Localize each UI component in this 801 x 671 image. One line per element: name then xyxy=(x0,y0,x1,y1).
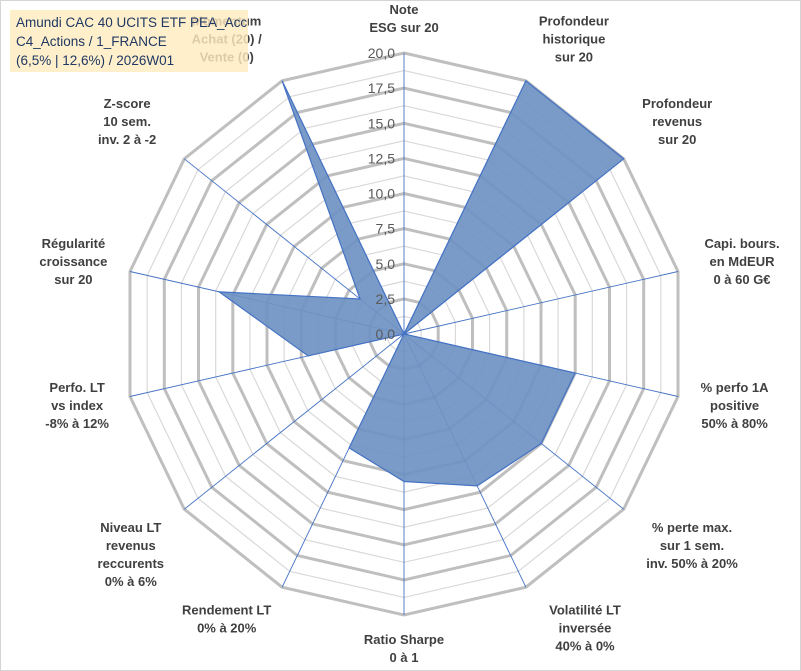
axis-label: Profondeur revenus sur 20 xyxy=(642,96,712,147)
axis-label: Note ESG sur 20 xyxy=(369,2,438,35)
tick-label: 20,0 xyxy=(368,45,395,61)
axis-label-line: 10 sem. xyxy=(103,114,151,129)
tick-label: 17,5 xyxy=(368,80,395,96)
axis-label-line: Niveau LT xyxy=(100,520,161,535)
axis-label: Volatilité LT inversée 40% à 0% xyxy=(549,603,621,654)
axis-label-line: 40% à 0% xyxy=(555,639,615,654)
axis-label-line: Ratio Sharpe xyxy=(364,632,444,647)
radar-series xyxy=(217,79,625,487)
axis-label: Capi. bours. en MdEUR 0 à 60 G€ xyxy=(704,236,779,287)
axis-label-line: Note xyxy=(390,2,419,17)
axis-label-line: Capi. bours. xyxy=(704,236,779,251)
axis-label-line: inv. 2 à -2 xyxy=(98,132,156,147)
axis-label: Régularité croissance sur 20 xyxy=(39,236,107,287)
axis-label-line: 0% à 6% xyxy=(105,574,157,589)
axis-label-line: Rendement LT xyxy=(182,603,271,618)
axis-spoke xyxy=(403,271,679,335)
axis-label: Perfo. LT vs index -8% à 12% xyxy=(45,380,109,431)
axis-label-line: sur 1 sem. xyxy=(660,538,724,553)
tick-label: 15,0 xyxy=(368,115,395,131)
axis-label-line: Perfo. LT xyxy=(49,380,104,395)
axis-label-line: % perte max. xyxy=(652,520,732,535)
tick-label: 5,0 xyxy=(376,256,396,272)
axis-labels: Note ESG sur 20 Profondeur historique sur 20… xyxy=(39,2,779,665)
axis-label-line: croissance xyxy=(39,254,107,269)
title-line-3: (6,5% | 12,6%) / 2026W01 xyxy=(16,53,175,68)
axis-label: Niveau LT revenus reccurents 0% à 6% xyxy=(98,520,164,589)
axis-label-line: 50% à 80% xyxy=(701,416,768,431)
tick-label: 0,0 xyxy=(376,326,396,342)
axis-label-line: Profondeur xyxy=(642,96,712,111)
axis-label: Rendement LT 0% à 20% xyxy=(182,603,271,636)
axis-label: % perfo 1A positive 50% à 80% xyxy=(701,380,770,431)
axis-label-line: Profondeur xyxy=(539,13,609,28)
axis-label-line: ESG sur 20 xyxy=(369,20,438,35)
axis-label-line: revenus xyxy=(106,538,156,553)
axis-label-line: Volatilité LT xyxy=(549,603,621,618)
axis-label: Ratio Sharpe 0 à 1 xyxy=(364,632,444,665)
axis-label-line: 0% à 20% xyxy=(197,621,257,636)
axis-label: Profondeur historique sur 20 xyxy=(539,13,609,64)
axis-label-line: -8% à 12% xyxy=(45,416,109,431)
axis-label-line: sur 20 xyxy=(658,132,696,147)
tick-label: 2,5 xyxy=(376,291,396,307)
axis-label-line: Z-score xyxy=(104,96,151,111)
axis-label: Z-score 10 sem. inv. 2 à -2 xyxy=(98,96,156,147)
tick-label: 12,5 xyxy=(368,150,395,166)
axis-label-line: inv. 50% à 20% xyxy=(646,556,738,571)
axis-label-line: reccurents xyxy=(98,556,164,571)
title-line-1: Amundi CAC 40 UCITS ETF PEA_Acc xyxy=(16,15,248,30)
axis-label-line: sur 20 xyxy=(555,49,593,64)
axis-label: % perte max. sur 1 sem. inv. 50% à 20% xyxy=(646,520,738,571)
tick-label: 10,0 xyxy=(368,186,395,202)
axis-label-line: inversée xyxy=(559,621,612,636)
radial-tick-labels: 0,0 2,5 5,0 7,5 10,0 12,5 15,0 17,5 20,0 xyxy=(368,45,395,342)
axis-label-line: vs index xyxy=(51,398,104,413)
axis-label-line: Régularité xyxy=(42,236,106,251)
axis-label-line: en MdEUR xyxy=(710,254,776,269)
axis-label-line: historique xyxy=(542,31,605,46)
axis-label-line: % perfo 1A xyxy=(701,380,770,395)
axis-label-line: sur 20 xyxy=(54,272,92,287)
series-area xyxy=(217,79,625,487)
axis-label-line: revenus xyxy=(652,114,702,129)
title-line-2: C4_Actions / 1_FRANCE xyxy=(16,34,167,49)
axis-spoke xyxy=(184,333,405,510)
axis-label-line: positive xyxy=(710,398,759,413)
axis-label-line: 0 à 1 xyxy=(390,650,419,665)
axis-label-line: 0 à 60 G€ xyxy=(713,272,770,287)
tick-label: 7,5 xyxy=(376,221,396,237)
chart-title-box: Amundi CAC 40 UCITS ETF PEA_Acc C4_Actio… xyxy=(10,10,248,72)
